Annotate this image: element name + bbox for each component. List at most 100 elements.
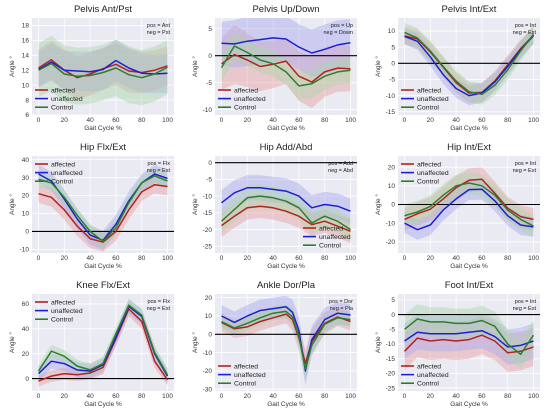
y-tick-label: 10 (205, 313, 213, 320)
neg-note: neg = Pst (147, 30, 171, 36)
legend: affected unaffected Control (303, 225, 351, 250)
y-tick-label: -10 (203, 107, 213, 114)
line-unaffected-hip-add-abd (221, 187, 351, 212)
y-tick-label: 0 (208, 53, 212, 60)
y-axis-label: Angle ° (8, 194, 16, 215)
legend: affected unaffected Control (401, 87, 449, 112)
plot-content (398, 304, 540, 372)
band-unaffected-pelvis-up-down (221, 18, 351, 77)
x-tick-label: 60 (295, 393, 303, 400)
x-tick-label: 80 (321, 393, 329, 400)
x-tick-label: 20 (61, 255, 69, 262)
y-tick-label: 20 (388, 164, 396, 171)
plot-area (215, 294, 357, 391)
x-tick-label: 80 (138, 117, 146, 124)
legend-label-control: Control (51, 105, 73, 112)
plot-area (215, 18, 357, 115)
panel-title: Knee Flx/Ext (76, 280, 130, 291)
legend-label-control: Control (319, 243, 341, 250)
x-axis-label: Gait Cycle % (84, 401, 122, 408)
x-tick-label: 60 (112, 393, 120, 400)
legend-label-affected: affected (51, 161, 75, 168)
line-affected-hip-add-abd (221, 205, 351, 232)
pos-note: pos = Ant (147, 23, 171, 29)
x-tick-label: 100 (162, 117, 173, 124)
legend-label-control: Control (234, 105, 256, 112)
plot-content (32, 164, 174, 252)
legend-label-unaffected: unaffected (51, 170, 83, 177)
neg-note: neg = Ext (147, 168, 171, 174)
line-affected-hip-int-ext (404, 178, 534, 221)
plot-area (398, 294, 540, 391)
y-tick-label: -10 (386, 341, 396, 348)
band-unaffected-pelvis-ant-pst (38, 39, 168, 94)
plot-area (32, 156, 174, 253)
neg-note: neg = Pla (330, 306, 354, 312)
line-unaffected-pelvis-up-down (221, 37, 351, 54)
plot-content (215, 162, 357, 243)
y-tick-label: 10 (388, 28, 396, 35)
y-tick-label: -5 (389, 77, 395, 84)
y-axis-label: Angle ° (374, 56, 382, 77)
x-tick-label: 0 (37, 117, 41, 124)
x-axis-label: Gait Cycle % (84, 125, 122, 132)
x-tick-label: 40 (86, 117, 94, 124)
x-axis-label: Gait Cycle % (267, 401, 305, 408)
x-axis-label: Gait Cycle % (450, 401, 488, 408)
pos-note: pos = Int (515, 299, 537, 305)
y-tick-label: -25 (386, 385, 396, 392)
pos-note: pos = Int (515, 161, 537, 167)
x-axis-label: Gait Cycle % (267, 125, 305, 132)
y-tick-label: 5 (208, 26, 212, 33)
x-tick-label: 80 (504, 117, 512, 124)
x-tick-label: 60 (478, 255, 486, 262)
x-tick-label: 40 (269, 117, 277, 124)
band-control-pelvis-ant-pst (38, 35, 168, 106)
line-control-pelvis-ant-pst (38, 62, 168, 79)
x-tick-label: 0 (403, 393, 407, 400)
line-control-foot-int-ext (404, 318, 535, 356)
y-tick-label: 10 (22, 211, 30, 218)
band-unaffected-ankle-dor-pla (221, 295, 351, 386)
y-tick-label: -15 (203, 210, 213, 217)
legend-label-unaffected: unaffected (51, 96, 83, 103)
y-tick-label: 5 (391, 297, 395, 304)
y-axis-label: Angle ° (374, 194, 382, 215)
panel-hip-int-ext: Hip Int/Ext 0 20 40 60 80 100 -20 -10 0 10 20 Gait C… (374, 142, 540, 270)
x-tick-label: 80 (138, 393, 146, 400)
x-tick-label: 60 (112, 255, 120, 262)
x-tick-label: 100 (528, 255, 539, 262)
neg-note: neg = Abd (328, 168, 353, 174)
line-unaffected-pelvis-ant-pst (38, 59, 168, 75)
legend-label-unaffected: unaffected (417, 170, 449, 177)
plot-area (215, 156, 357, 253)
line-control-hip-flx-ext (38, 175, 168, 243)
y-tick-label: -10 (386, 93, 396, 100)
y-axis-label: Angle ° (191, 194, 199, 215)
y-tick-label: -25 (203, 244, 213, 251)
y-tick-label: 60 (22, 301, 30, 308)
x-tick-label: 0 (403, 255, 407, 262)
legend-label-unaffected: unaffected (234, 372, 266, 379)
pos-note: pos = Add (328, 161, 353, 167)
x-tick-label: 100 (528, 117, 539, 124)
y-tick-label: -20 (203, 368, 213, 375)
y-tick-label: -10 (203, 350, 213, 357)
legend-label-affected: affected (234, 363, 258, 370)
band-unaffected-foot-int-ext (404, 313, 534, 365)
panel-title: Pelvis Int/Ext (442, 4, 497, 15)
line-control-pelvis-int-ext (404, 31, 535, 96)
band-affected-pelvis-up-down (221, 25, 351, 108)
line-affected-pelvis-up-down (221, 53, 351, 83)
y-tick-label: -15 (386, 356, 396, 363)
y-tick-label: 0 (25, 229, 29, 236)
neg-note: neg = Ext (513, 30, 537, 36)
y-tick-label: -20 (203, 227, 213, 234)
x-tick-label: 40 (452, 117, 460, 124)
panel-pelvis-up-down: Pelvis Up/Down 0 20 40 60 80 100 -10 -5 0 5 Gait Cy… (191, 4, 357, 132)
pos-note: pos = Int (515, 23, 537, 29)
band-unaffected-hip-int-ext (404, 178, 534, 240)
x-tick-label: 20 (61, 117, 69, 124)
